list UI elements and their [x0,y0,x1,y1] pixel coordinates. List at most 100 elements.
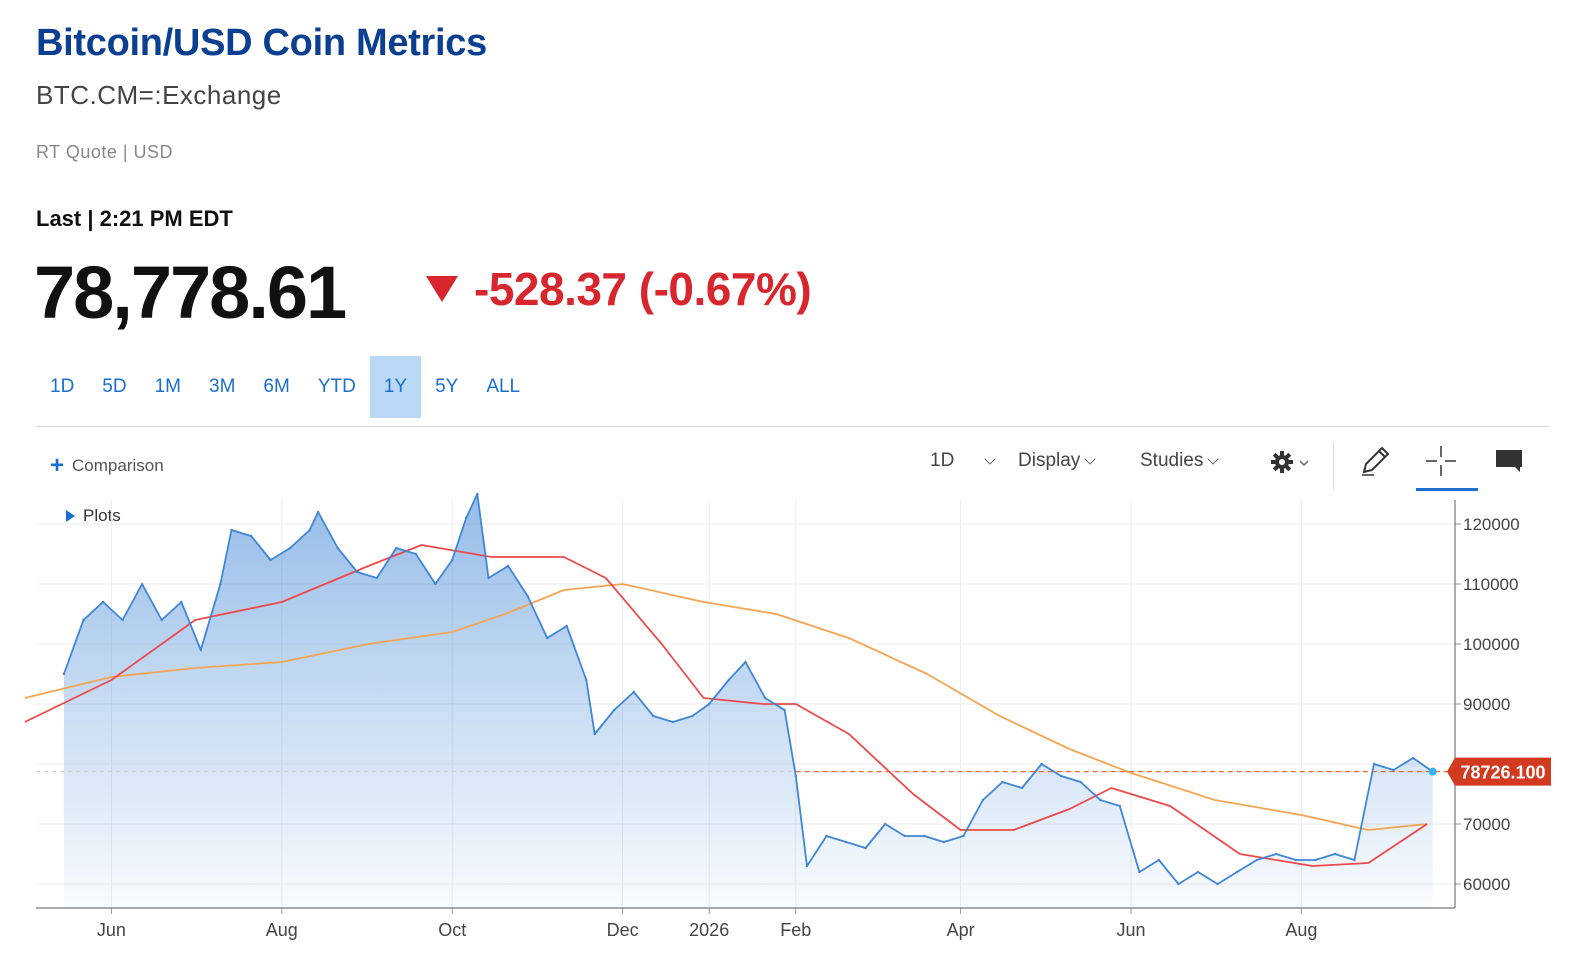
crosshair-icon [1426,446,1456,476]
ticker-symbol: BTC.CM=:Exchange [36,80,282,110]
chevron-down-icon [984,453,996,465]
x-tick-label: Dec [607,920,639,940]
price-point [883,822,887,826]
range-button-5y[interactable]: 5Y [435,376,459,397]
slow-moving-average-line [24,583,1428,831]
crosshair-button[interactable] [1424,444,1458,484]
chevron-down-icon [1084,453,1096,465]
comment-button[interactable] [1494,448,1524,480]
comment-icon [1496,450,1522,472]
price-point [526,594,529,598]
toolbar-separator [1333,442,1334,490]
interval-label: 1D [930,450,955,471]
comparison-button[interactable]: + Comparison [50,452,164,479]
studies-dropdown[interactable]: Studies [1140,450,1220,472]
price-point [1196,870,1200,874]
price-point [219,582,222,586]
chevron-down-icon [1207,453,1220,465]
price-point [316,510,320,514]
price-point [962,834,965,838]
price-point [691,714,694,718]
quote-type: RT Quote | USD [36,142,174,162]
plus-icon: + [50,452,65,479]
price-point [1216,882,1219,886]
range-button-5d[interactable]: 5D [102,376,127,397]
price-point [794,774,797,778]
price-point [160,618,163,622]
price-area [63,494,1433,908]
x-tick-label: Oct [438,920,466,940]
display-dropdown[interactable]: Display [1018,450,1096,472]
price-point [727,678,730,682]
y-tick-label: 90000 [1463,695,1510,714]
price-point [180,600,183,604]
price-point [942,840,946,844]
settings-dropdown[interactable] [1270,448,1314,482]
price-point [451,558,454,562]
y-tick-label: 70000 [1463,815,1510,834]
draw-tool-button[interactable] [1358,444,1390,484]
price-point [1314,858,1317,862]
price-change: -528.37 (-0.67%) [474,263,812,315]
range-button-6m[interactable]: 6M [263,376,290,397]
last-value-label: 78726.100 [1460,763,1545,783]
price-point [82,618,85,622]
price-point [744,660,747,664]
price-point [613,708,616,712]
price-point [101,600,105,604]
range-selector: 1D 5D 1M 3M 6M YTD 1Y 5Y ALL [36,356,534,418]
x-tick-label: Jun [97,920,126,940]
price-point [1392,768,1395,772]
price-point [395,546,398,550]
price-point [1255,858,1258,862]
last-price: 78,778.61 [34,251,347,334]
price-point [1138,870,1141,874]
price-point [652,714,655,718]
price-point [1372,762,1376,766]
down-arrow-icon [426,276,458,302]
last-price-dot [1428,767,1437,776]
price-point [199,648,203,652]
x-tick-label: Feb [780,920,811,940]
price-point [121,618,124,622]
y-tick-label: 110000 [1463,575,1518,594]
display-label: Display [1018,450,1081,471]
range-button-3m[interactable]: 3M [209,376,236,397]
range-button-1m[interactable]: 1M [154,376,181,397]
price-point [1294,858,1297,862]
range-button-1d[interactable]: 1D [50,376,75,397]
last-timestamp: Last | 2:21 PM EDT [36,206,233,231]
x-tick-label: 2026 [689,920,729,940]
range-button-ytd[interactable]: YTD [317,376,356,397]
price-point [585,678,588,682]
price-point [414,552,418,556]
y-tick-label: 100000 [1463,635,1520,654]
price-point [434,582,437,586]
range-button-all[interactable]: ALL [486,376,521,397]
studies-label: Studies [1140,450,1204,471]
price-point [632,690,635,694]
price-point [1177,882,1180,886]
price-point [805,864,809,868]
fast-moving-average-line [24,544,1428,867]
interval-dropdown[interactable]: 1D [930,450,996,472]
price-point [825,834,828,838]
y-tick-label: 120000 [1463,515,1520,534]
price-point [506,564,510,568]
range-button-1y[interactable]: 1Y [369,356,422,418]
price-point [288,546,292,550]
x-tick-label: Aug [266,920,298,940]
x-tick-label: Aug [1285,920,1317,940]
price-chart[interactable]: 60000700008000090000100000110000120000Ju… [0,490,1592,976]
pencil-icon [1362,446,1390,476]
active-tool-indicator [1416,488,1478,491]
price-point [230,528,233,532]
price-point [671,720,675,724]
last-value-badge [1447,757,1551,786]
price-point [476,492,479,496]
price-point [981,798,985,802]
price-point [1040,762,1043,766]
price-point [1333,852,1337,856]
price-point [1157,858,1161,862]
price-point [1275,852,1278,856]
